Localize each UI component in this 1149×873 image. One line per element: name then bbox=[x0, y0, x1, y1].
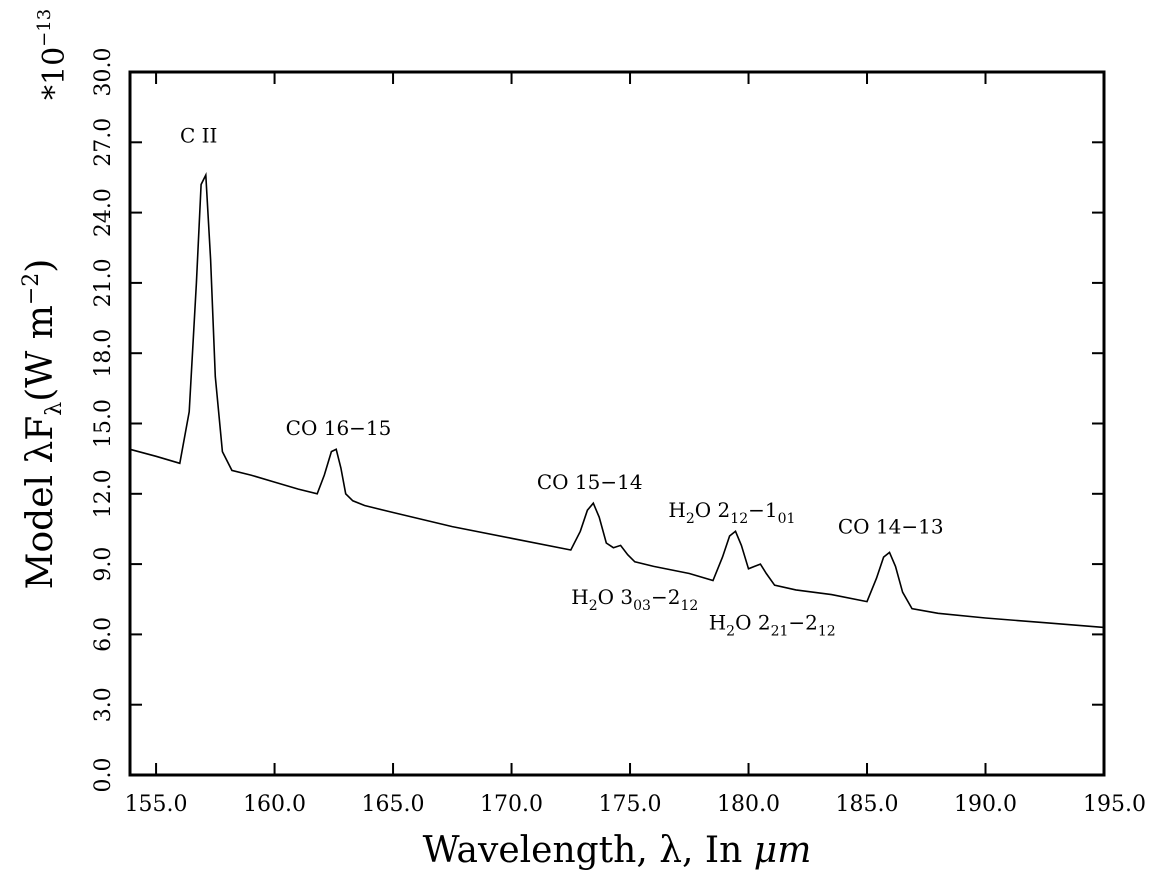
x-tick-label: 180.0 bbox=[717, 792, 780, 817]
y-tick-label: 30.0 bbox=[91, 48, 116, 97]
line-annotation: CO 15−14 bbox=[537, 470, 643, 494]
y-tick-label: 0.0 bbox=[91, 758, 116, 793]
x-tick-label: 170.0 bbox=[480, 792, 543, 817]
line-annotation: CO 16−15 bbox=[286, 416, 392, 440]
y-axis-title: Model λFλ(W m−2) bbox=[19, 259, 67, 590]
line-annotation: CO 14−13 bbox=[838, 515, 944, 539]
x-axis-title: Wavelength, λ, In μm bbox=[423, 830, 812, 871]
y-tick-label: 27.0 bbox=[91, 118, 116, 167]
x-tick-label: 155.0 bbox=[125, 792, 188, 817]
y-axis-ticks: 0.0 3.0 6.0 9.0 12.0 15.0 18.0 21.0 24.0 27.0 30.0 bbox=[91, 48, 1104, 793]
y-multiplier: *10−13 bbox=[34, 9, 72, 100]
line-annotation: H2O 212−101 bbox=[668, 498, 795, 527]
y-tick-label: 12.0 bbox=[91, 469, 116, 518]
spectrum-line bbox=[129, 172, 1105, 629]
y-tick-label: 9.0 bbox=[91, 547, 116, 582]
x-tick-label: 175.0 bbox=[599, 792, 662, 817]
y-tick-label: 15.0 bbox=[91, 399, 116, 448]
x-tick-label: 190.0 bbox=[954, 792, 1017, 817]
x-axis-ticks: 155.0 160.0 165.0 170.0 175.0 180.0 185.0 190.0… bbox=[125, 72, 1146, 817]
y-tick-label: 6.0 bbox=[91, 617, 116, 652]
y-tick-label: 24.0 bbox=[91, 188, 116, 237]
x-tick-label: 165.0 bbox=[362, 792, 425, 817]
plot-frame bbox=[128, 70, 1106, 777]
y-tick-label: 3.0 bbox=[91, 687, 116, 722]
line-annotation: H2O 303−212 bbox=[571, 585, 698, 614]
y-tick-label: 18.0 bbox=[91, 329, 116, 378]
line-annotation: H2O 221−212 bbox=[709, 611, 836, 640]
y-tick-label: 21.0 bbox=[91, 258, 116, 307]
x-tick-label: 160.0 bbox=[243, 792, 306, 817]
x-tick-label: 195.0 bbox=[1083, 792, 1146, 817]
x-tick-label: 185.0 bbox=[836, 792, 899, 817]
line-annotation: C II bbox=[180, 123, 217, 147]
line-annotations: C II CO 16−15 CO 15−14 H2O 212−101 CO 14−13 H… bbox=[180, 123, 944, 639]
